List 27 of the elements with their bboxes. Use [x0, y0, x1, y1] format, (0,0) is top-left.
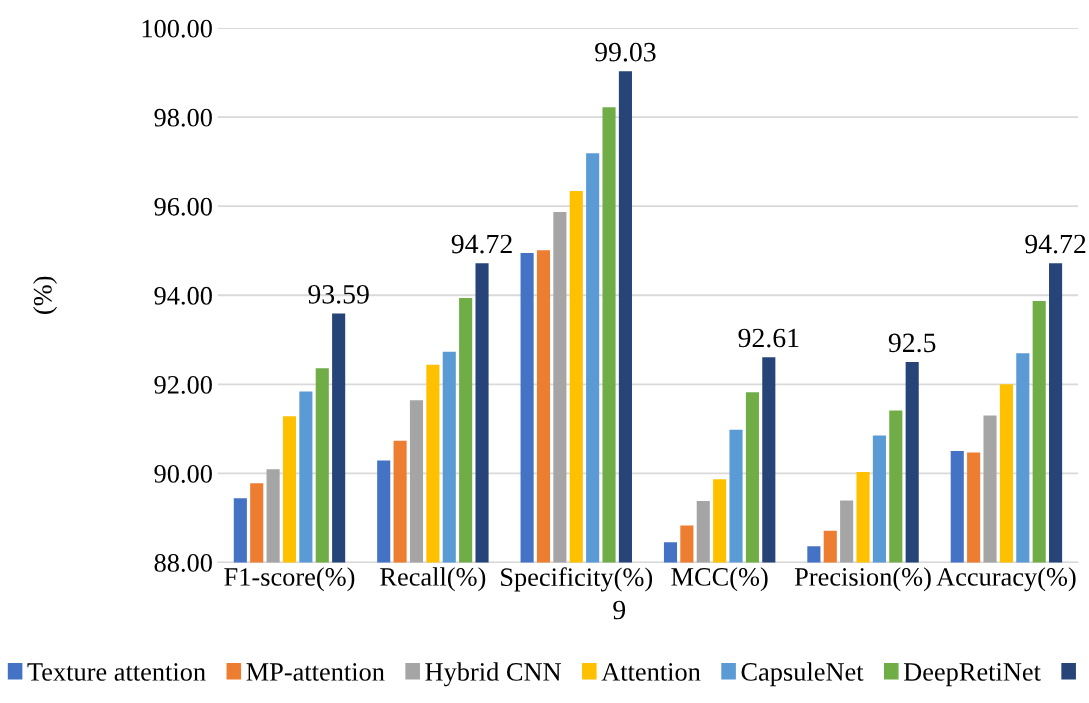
y-tick-label: 88.00: [154, 554, 212, 572]
x-tick-label: MCC(%): [671, 567, 768, 592]
x-tick-label: Specificity(%): [501, 567, 653, 592]
y-tick-label: 96.00: [154, 197, 212, 216]
y-tick-label: 100.00: [142, 19, 212, 38]
data-label: 94.72: [1025, 234, 1086, 254]
y-axis-title: (%): [33, 276, 58, 314]
x-tick-label: Recall(%): [380, 567, 486, 592]
y-tick-label: 90.00: [154, 464, 212, 483]
legend-label: DeepRetiNet: [903, 663, 1041, 687]
y-tick-label: 98.00: [154, 108, 212, 127]
x-tick-label: Precision(%): [794, 567, 931, 592]
y-tick-label: 92.00: [154, 375, 212, 394]
x-tick-label: Accuracy(%): [936, 567, 1076, 592]
x-tick-label: F1-score(%): [224, 567, 355, 592]
text: 9: [613, 600, 626, 620]
data-label: 94.72: [451, 234, 512, 254]
legend-label: MP-attention: [246, 663, 385, 681]
legend-label: Attention: [601, 663, 701, 681]
data-label: 92.61: [738, 328, 799, 348]
data-label: 92.5: [888, 333, 936, 353]
y-tick-label: 94.00: [154, 286, 212, 305]
legend-label: Hybrid CNN: [425, 662, 561, 687]
data-label: 99.03: [595, 42, 656, 62]
legend-label: Texture attention: [27, 663, 206, 681]
data-label: 93.59: [308, 285, 369, 304]
legend-label: CapsuleNet: [741, 662, 864, 687]
